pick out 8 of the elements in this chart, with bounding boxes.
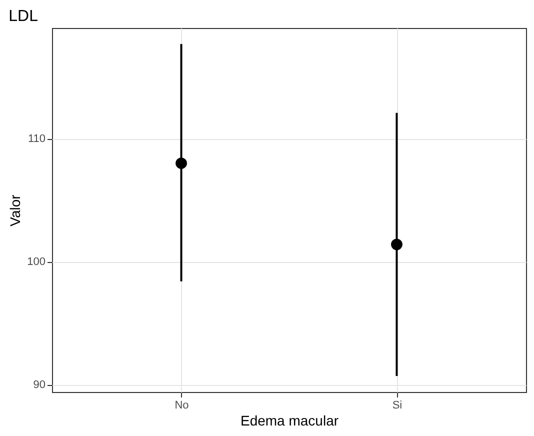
y-tick-label: 100 [27, 256, 46, 268]
y-tick-label: 90 [33, 379, 46, 392]
x-tick-label: No [174, 400, 189, 412]
chart-title: LDL [8, 8, 38, 25]
x-axis-title: Edema macular [240, 412, 339, 428]
y-tick-label: 110 [28, 133, 46, 146]
x-tick-label: Si [392, 400, 402, 412]
y-axis-title: Valor [7, 194, 24, 226]
